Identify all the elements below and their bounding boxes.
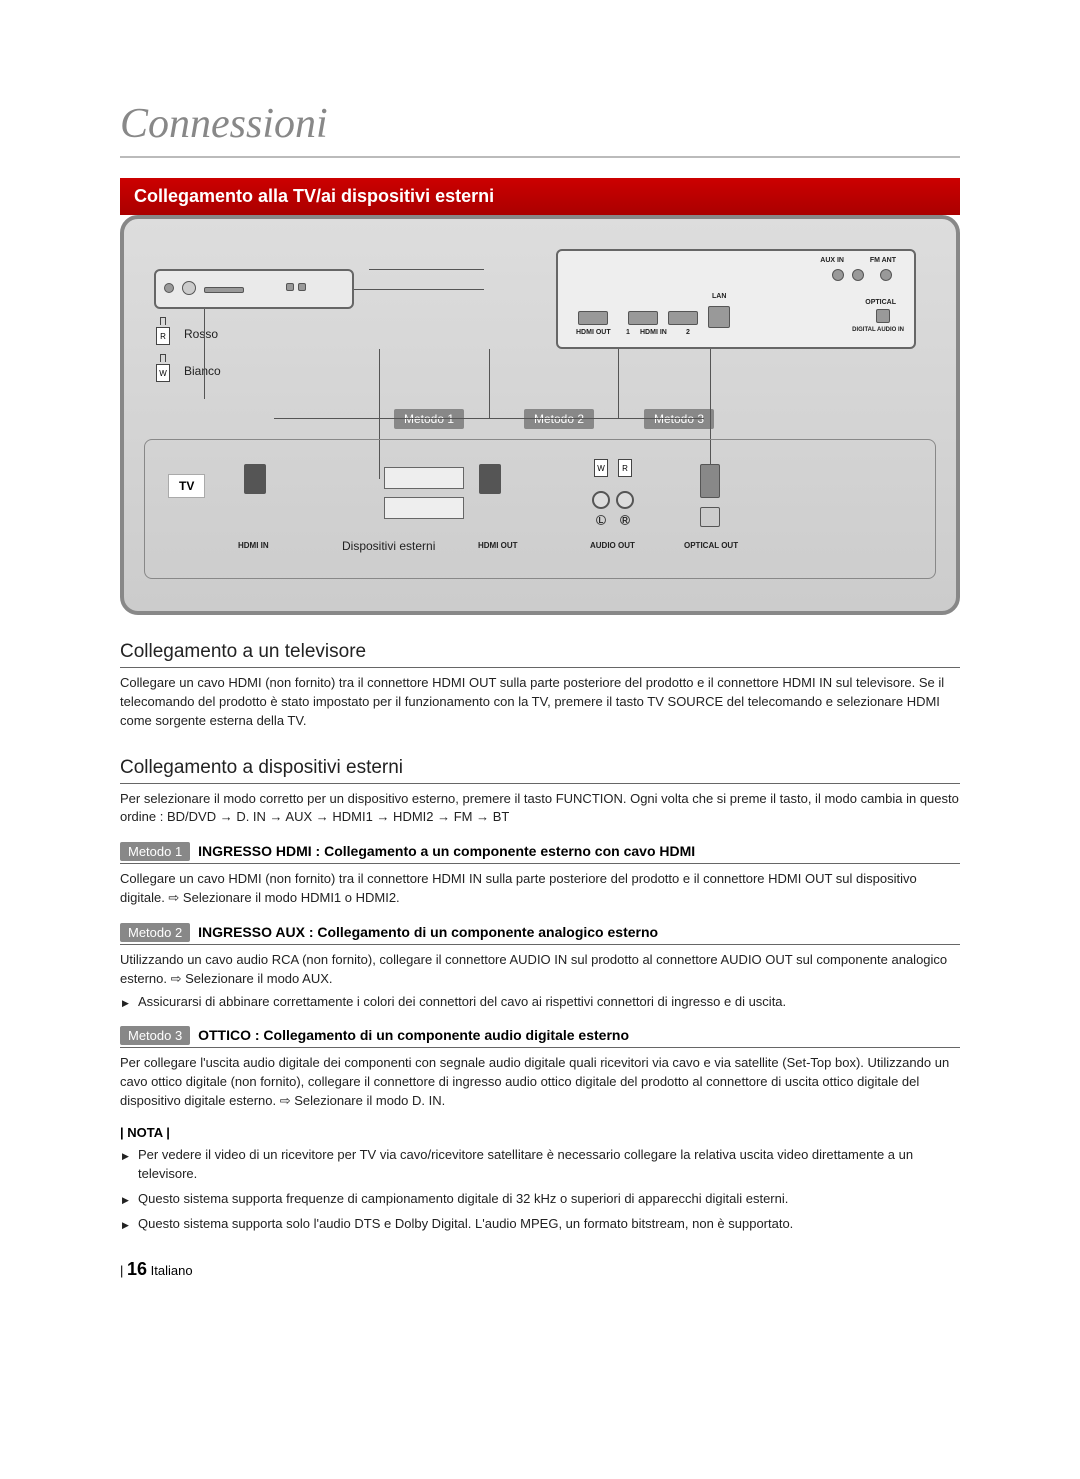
note-item: Questo sistema supporta solo l'audio DTS… xyxy=(120,1215,960,1234)
method1-title: INGRESSO HDMI : Collegamento a un compon… xyxy=(198,843,695,859)
notes-list: Per vedere il video di un ricevitore per… xyxy=(120,1146,960,1233)
external-device-1 xyxy=(384,467,464,489)
method1-body: Collegare un cavo HDMI (non fornito) tra… xyxy=(120,870,960,908)
method3-title: OTTICO : Collegamento di un componente a… xyxy=(198,1027,629,1043)
footer-sep: | xyxy=(120,1263,123,1278)
tv-section-body: Collegare un cavo HDMI (non fornito) tra… xyxy=(120,674,960,731)
note-item: Questo sistema supporta frequenze di cam… xyxy=(120,1190,960,1209)
plug-w-icon: W xyxy=(156,364,170,382)
method3-pill: Metodo 3 xyxy=(644,409,714,429)
optical-out-label: OPTICAL OUT xyxy=(684,541,738,550)
manual-page: Connessioni Collegamento alla TV/ai disp… xyxy=(0,0,1080,1479)
ext-section-title: Collegamento a dispositivi esterni xyxy=(120,757,960,784)
ext-section-body: Per selezionare il modo corretto per un … xyxy=(120,790,960,828)
bianco-label: Bianco xyxy=(184,364,221,378)
plug-r-icon: R xyxy=(156,327,170,345)
tv-label: TV xyxy=(168,474,205,498)
page-number: 16 xyxy=(127,1259,147,1279)
method1-pill: Metodo 1 xyxy=(394,409,464,429)
port-lan: LAN xyxy=(712,293,726,300)
nota-label: | NOTA | xyxy=(120,1125,960,1140)
port-aux-in: AUX IN xyxy=(820,257,844,264)
port-hdmi-in-num2: 2 xyxy=(686,329,690,336)
disp-esterni-label: Dispositivi esterni xyxy=(342,539,435,553)
audio-w-plug: W xyxy=(594,459,608,477)
hdmi-connector-icon xyxy=(244,464,266,494)
footer-language: Italiano xyxy=(151,1263,193,1278)
port-digital-audio-in: DIGITAL AUDIO IN xyxy=(852,327,904,333)
external-device-2 xyxy=(384,497,464,519)
device-back-panel: HDMI OUT 1 HDMI IN 2 LAN AUX IN FM ANT O… xyxy=(556,249,916,349)
audio-out-label: AUDIO OUT xyxy=(590,541,635,550)
lr-l: L xyxy=(596,515,606,525)
port-optical: OPTICAL xyxy=(865,299,896,306)
port-hdmi-out: HDMI OUT xyxy=(576,329,611,336)
method2-badge: Metodo 2 xyxy=(120,923,190,942)
method3-heading: Metodo 3 OTTICO : Collegamento di un com… xyxy=(120,1027,960,1048)
chapter-title: Connessioni xyxy=(120,100,960,158)
method1-badge: Metodo 1 xyxy=(120,842,190,861)
port-hdmi-in-num1: 1 xyxy=(626,329,630,336)
method2-body: Utilizzando un cavo audio RCA (non forni… xyxy=(120,951,960,989)
method2-heading: Metodo 2 INGRESSO AUX : Collegamento di … xyxy=(120,924,960,945)
method3-badge: Metodo 3 xyxy=(120,1026,190,1045)
method2-pill: Metodo 2 xyxy=(524,409,594,429)
hdmi-out-label: HDMI OUT xyxy=(478,541,518,550)
plug-r-label: R xyxy=(160,332,166,341)
section-banner: Collegamento alla TV/ai dispositivi este… xyxy=(120,178,960,215)
method2-title: INGRESSO AUX : Collegamento di un compon… xyxy=(198,924,658,940)
hdmi-out-connector-icon xyxy=(479,464,501,494)
method3-body: Per collegare l'uscita audio digitale de… xyxy=(120,1054,960,1111)
method1-heading: Metodo 1 INGRESSO HDMI : Collegamento a … xyxy=(120,843,960,864)
method2-bullet: Assicurarsi di abbinare correttamente i … xyxy=(120,993,960,1012)
note-item: Per vedere il video di un ricevitore per… xyxy=(120,1146,960,1184)
hdmi-in-label: HDMI IN xyxy=(238,541,269,550)
optical-connector-icon xyxy=(700,464,720,498)
plug-w-label: W xyxy=(159,369,167,378)
rosso-label: Rosso xyxy=(184,327,218,341)
port-fm-ant: FM ANT xyxy=(870,257,896,264)
optical-jack-icon xyxy=(700,507,720,527)
audio-r-plug: R xyxy=(618,459,632,477)
tv-section-title: Collegamento a un televisore xyxy=(120,641,960,668)
connection-diagram: R Rosso W Bianco HDMI OUT 1 HDMI IN 2 LA… xyxy=(120,215,960,615)
rca-r-jack xyxy=(616,491,634,509)
port-hdmi-in-lbl: HDMI IN xyxy=(640,329,667,336)
page-footer: | 16 Italiano xyxy=(120,1259,960,1280)
rca-l-jack xyxy=(592,491,610,509)
lr-r: R xyxy=(620,515,630,525)
device-front-panel xyxy=(154,269,354,309)
